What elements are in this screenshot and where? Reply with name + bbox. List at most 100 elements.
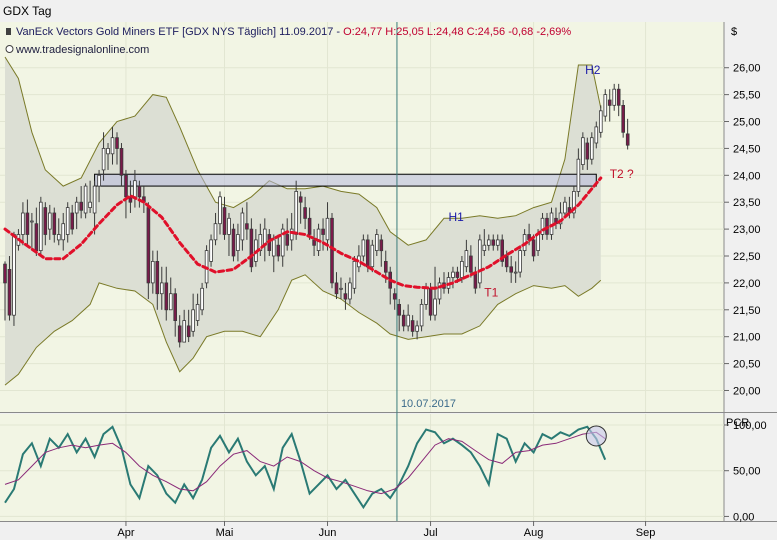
candle-body-up bbox=[540, 217, 545, 235]
candle bbox=[70, 204, 75, 235]
bollinger-upper-line bbox=[4, 56, 602, 246]
candle-body-up bbox=[612, 88, 616, 106]
candle-body-up bbox=[424, 287, 428, 305]
candle bbox=[106, 143, 110, 170]
candle bbox=[236, 223, 240, 262]
candle bbox=[491, 234, 496, 251]
candle-body-down bbox=[79, 201, 84, 211]
candle bbox=[348, 277, 352, 305]
candle-body-up bbox=[88, 201, 92, 208]
candle bbox=[397, 299, 401, 332]
price-tick-label: 22,50 bbox=[733, 251, 761, 263]
candle bbox=[186, 309, 191, 343]
candle-body-up bbox=[240, 212, 245, 241]
legend-ohlc: O:24,77 H:25,05 L:24,48 C:24,56 -0,68 -2… bbox=[343, 26, 571, 38]
candle-body-up bbox=[83, 185, 88, 214]
candle-body-down bbox=[312, 239, 316, 246]
window-title: GDX Tag bbox=[3, 4, 52, 18]
candle-body-up bbox=[513, 271, 518, 274]
candle bbox=[164, 266, 169, 321]
candle-body-up bbox=[339, 287, 343, 290]
date-marker-label: 10.07.2017 bbox=[401, 398, 456, 410]
candle-body-up bbox=[361, 239, 366, 257]
candle bbox=[469, 245, 473, 278]
candle bbox=[334, 272, 339, 300]
candle-body-down bbox=[321, 228, 325, 235]
candle-body-down bbox=[397, 303, 401, 316]
candle bbox=[419, 299, 424, 332]
candle bbox=[321, 218, 325, 251]
time-tick-label: Mai bbox=[216, 527, 234, 539]
candle-body-down bbox=[276, 244, 281, 257]
pcr-title: PCR bbox=[726, 417, 749, 429]
pcr-axis: 100,00 50,00 0,00 bbox=[724, 420, 767, 523]
candle bbox=[52, 207, 57, 243]
resistance-zone bbox=[94, 173, 597, 187]
candle-body-down bbox=[330, 217, 334, 284]
candle-body-up bbox=[433, 298, 437, 316]
candle bbox=[616, 83, 621, 117]
candle bbox=[110, 126, 115, 165]
candle-body-up bbox=[460, 260, 464, 278]
candle-body-down bbox=[222, 207, 227, 235]
candle bbox=[43, 202, 48, 246]
candle-body-up bbox=[61, 223, 65, 241]
candle bbox=[343, 282, 348, 310]
candle-body-down bbox=[491, 239, 496, 246]
candle-body-down bbox=[146, 207, 151, 284]
price-axis: $ 26,00 25,50 25,00 24,50 24,00 23,50 23,00 22,… bbox=[724, 26, 761, 397]
candle bbox=[182, 309, 187, 343]
candle bbox=[379, 234, 384, 267]
candle-body-down bbox=[365, 239, 370, 268]
candle-body-down bbox=[231, 228, 236, 257]
candle-body-up bbox=[576, 158, 581, 192]
candle bbox=[352, 256, 357, 294]
candle-body-down bbox=[531, 239, 536, 257]
candle-body-down bbox=[164, 282, 169, 311]
candle-body-up bbox=[563, 201, 567, 214]
candle-body-down bbox=[52, 212, 57, 235]
candle bbox=[594, 121, 599, 149]
candle-body-up bbox=[92, 185, 97, 214]
candle-body-up bbox=[348, 282, 352, 300]
candle bbox=[48, 204, 52, 240]
candle bbox=[607, 89, 612, 122]
candle-body-up bbox=[218, 196, 222, 225]
candle bbox=[119, 143, 124, 187]
window-title-bar: GDX Tag bbox=[0, 0, 777, 23]
candle-body-up bbox=[101, 148, 106, 171]
candle-body-up bbox=[39, 201, 43, 251]
price-tick-label: 23,50 bbox=[733, 197, 761, 209]
candle-body-up bbox=[594, 126, 599, 144]
chart-area[interactable]: 10.07.2017 H1 H2 T1 T2 ? $ 26,00 25,50 25,00 2… bbox=[0, 22, 777, 540]
candle bbox=[61, 212, 65, 251]
candle-body-up bbox=[451, 271, 455, 278]
candle bbox=[477, 234, 482, 289]
candle-body-down bbox=[401, 314, 406, 327]
candle bbox=[437, 277, 442, 305]
candle-body-down bbox=[428, 287, 433, 316]
candle-body-up bbox=[477, 239, 482, 284]
candle bbox=[374, 229, 379, 256]
candle bbox=[303, 196, 307, 230]
candle bbox=[258, 223, 263, 256]
candle-body-down bbox=[173, 293, 178, 322]
candle-body-down bbox=[249, 228, 254, 268]
candle bbox=[330, 212, 334, 289]
candle bbox=[150, 250, 155, 294]
price-tick-label: 23,00 bbox=[733, 224, 761, 236]
candle-body-down bbox=[500, 239, 504, 262]
candle bbox=[513, 261, 518, 283]
candle bbox=[231, 223, 236, 262]
price-tick-label: 24,00 bbox=[733, 170, 761, 182]
pcr-tick-label: 50,00 bbox=[733, 466, 761, 478]
candle bbox=[280, 223, 285, 267]
candle-body-down bbox=[155, 260, 160, 295]
legend-source: www.tradesignalonline.com bbox=[15, 44, 149, 56]
price-tick-label: 22,00 bbox=[733, 278, 761, 290]
candle-body-down bbox=[469, 255, 473, 273]
candle bbox=[433, 266, 437, 321]
candle bbox=[21, 202, 25, 246]
candle bbox=[325, 202, 330, 251]
candle bbox=[249, 218, 254, 273]
